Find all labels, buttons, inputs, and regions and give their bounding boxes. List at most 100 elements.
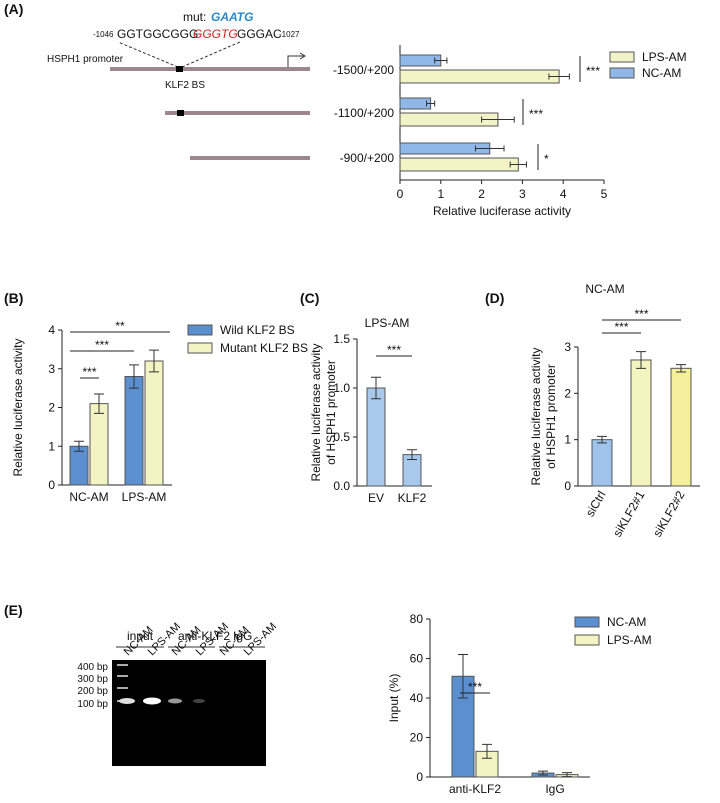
gel-group: IgG bbox=[233, 629, 252, 643]
error-bar bbox=[74, 440, 84, 452]
y-axis-title: Relative luciferase activity bbox=[11, 338, 25, 476]
panel-label: (B) bbox=[4, 290, 23, 306]
panel-label: (C) bbox=[300, 290, 319, 306]
zoom-line bbox=[117, 41, 179, 68]
x-tick-label: 5 bbox=[601, 187, 608, 201]
legend-label: LPS-AM bbox=[642, 50, 687, 64]
y-axis-title: of HSPH1 promoter bbox=[324, 360, 338, 465]
significance: *** bbox=[95, 338, 109, 352]
significance: *** bbox=[387, 343, 401, 357]
bar bbox=[366, 387, 386, 487]
ladder-label: 200 bp bbox=[77, 686, 108, 697]
band bbox=[143, 697, 161, 705]
significance: *** bbox=[82, 365, 96, 379]
chart-title: LPS-AM bbox=[365, 316, 410, 330]
x-tick-label: siKLF2#2 bbox=[650, 488, 688, 539]
ladder-band bbox=[117, 675, 128, 677]
x-axis-title: Relative luciferase activity bbox=[433, 204, 571, 218]
y-tick-label: 0 bbox=[48, 478, 55, 492]
error-bar bbox=[482, 743, 492, 759]
band bbox=[168, 698, 182, 704]
site-label: KLF2 BS bbox=[165, 80, 205, 91]
x-tick-label: 4 bbox=[560, 187, 567, 201]
bar bbox=[630, 359, 652, 487]
panel-label: (D) bbox=[485, 290, 504, 306]
mut-label: mut: bbox=[183, 10, 206, 24]
x-tick-label: 1 bbox=[437, 187, 444, 201]
gel-image bbox=[112, 660, 266, 766]
y-tick-label: -1100/+200 bbox=[334, 106, 394, 120]
bar bbox=[399, 69, 560, 84]
seq-site: GGGTG bbox=[193, 27, 238, 41]
y-tick-label: 60 bbox=[410, 652, 424, 666]
error-bar bbox=[597, 435, 607, 444]
error-bar bbox=[636, 351, 646, 369]
error-bar bbox=[562, 772, 572, 778]
bar bbox=[399, 97, 432, 110]
significance: ** bbox=[115, 319, 125, 333]
y-tick-label: 1.5 bbox=[333, 332, 350, 346]
promoter-label: HSPH1 promoter bbox=[47, 54, 124, 65]
error-bar bbox=[458, 654, 468, 699]
bar bbox=[69, 445, 89, 486]
error-bar bbox=[481, 116, 515, 123]
legend-label: NC-AM bbox=[642, 66, 681, 80]
y-tick-label: 20 bbox=[410, 731, 424, 745]
gel-group: input bbox=[127, 629, 154, 643]
bar bbox=[399, 157, 519, 172]
ladder-label: 300 bp bbox=[77, 674, 108, 685]
x-tick-label: KLF2 bbox=[398, 491, 427, 505]
chart-title: NC-AM bbox=[585, 282, 624, 296]
site-box bbox=[177, 110, 184, 116]
legend-label: LPS-AM bbox=[607, 633, 652, 647]
y-axis-title: Relative luciferase activity bbox=[529, 347, 543, 485]
y-tick-label: -900/+200 bbox=[340, 151, 395, 165]
error-bar bbox=[426, 100, 436, 107]
error-bar bbox=[129, 364, 139, 389]
y-axis-title: of HSPH1 promoter bbox=[544, 364, 558, 469]
y-axis-title: Relative luciferase activity bbox=[309, 343, 323, 481]
y-tick-label: 40 bbox=[410, 691, 424, 705]
seq-right: GGGAC bbox=[237, 27, 282, 41]
significance: *** bbox=[586, 64, 600, 78]
error-bar bbox=[538, 770, 548, 776]
site-box bbox=[176, 66, 183, 72]
seq-end: -1027 bbox=[279, 30, 300, 39]
band bbox=[193, 699, 205, 703]
seq-left: GGTGGCGGG bbox=[117, 27, 198, 41]
x-tick-label: 0 bbox=[397, 187, 404, 201]
x-tick-label: anti-KLF2 bbox=[449, 782, 501, 796]
error-bar bbox=[474, 145, 505, 152]
y-tick-label: 1 bbox=[564, 433, 571, 447]
ladder-band bbox=[117, 687, 128, 689]
error-bar bbox=[434, 57, 448, 64]
panel-label: (A) bbox=[4, 1, 23, 17]
zoom-line bbox=[181, 41, 241, 68]
y-tick-label: 0.5 bbox=[333, 430, 350, 444]
y-tick-label: 0.0 bbox=[333, 479, 350, 493]
significance: *** bbox=[614, 320, 628, 334]
error-bar bbox=[509, 161, 527, 168]
y-tick-label: 1.0 bbox=[333, 381, 350, 395]
y-tick-label: 2 bbox=[48, 401, 55, 415]
error-bar bbox=[94, 393, 104, 414]
legend-swatch bbox=[574, 616, 600, 628]
y-tick-label: 0 bbox=[564, 479, 571, 493]
tss-arrow bbox=[287, 52, 306, 67]
band bbox=[119, 698, 135, 704]
significance: *** bbox=[634, 307, 648, 321]
x-tick-label: IgG bbox=[545, 782, 564, 796]
error-bar bbox=[548, 73, 570, 80]
significance: * bbox=[544, 152, 549, 166]
promoter-bar bbox=[165, 111, 310, 115]
x-tick-label: EV bbox=[368, 491, 384, 505]
y-tick-label: 1 bbox=[48, 439, 55, 453]
panel-label: (E) bbox=[4, 602, 23, 618]
y-tick-label: 80 bbox=[410, 612, 424, 626]
legend-label: Wild KLF2 BS bbox=[220, 323, 295, 337]
seq-start: -1046 bbox=[93, 30, 114, 39]
legend-label: Mutant KLF2 BS bbox=[220, 341, 308, 355]
mut-seq: GAATG bbox=[211, 10, 253, 24]
x-tick-label: 2 bbox=[478, 187, 485, 201]
